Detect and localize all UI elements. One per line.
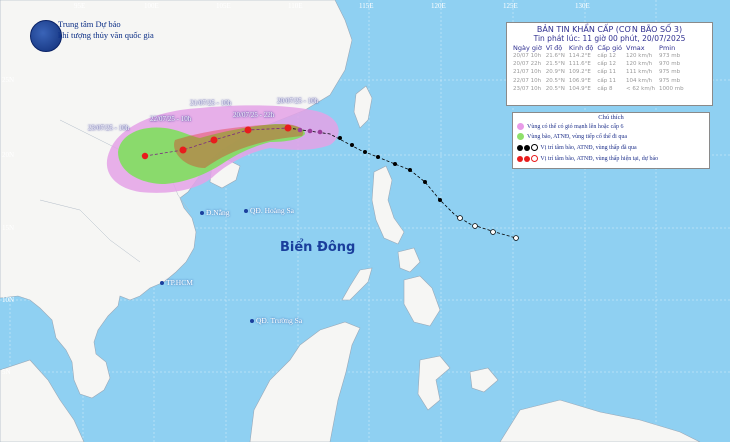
lon-tick: 100E (144, 2, 159, 10)
place-hcm: TP.HCM (160, 278, 193, 287)
storm-symbol-22-07 (179, 146, 187, 154)
table-row: 23/07 10h 20.5°N 104.9°E cấp 8 < 62 km/h 1000… (513, 85, 684, 92)
past-track (287, 127, 517, 239)
legend-box: Chú thích Vùng có thể có gió mạnh lên ho… (512, 112, 710, 169)
sea-label: Biển Đông (280, 240, 356, 255)
forecast-label: 23/07/25 - 10h (88, 124, 130, 132)
philippines-land (341, 165, 441, 327)
lon-tick: 95E (74, 2, 86, 10)
place-truong-sa: QĐ. Trường Sa (250, 316, 302, 325)
borneo-land (249, 321, 361, 442)
agency-line2: khí tượng thủy văn quốc gia (58, 30, 154, 40)
forecast-label: 20/07/25 - 22h (233, 111, 275, 119)
lon-tick: 120E (431, 2, 446, 10)
legend-item-current-position: Vị trí tâm bão, ATNĐ, vùng thấp hiện tại… (517, 155, 658, 162)
lat-tick: 5N (2, 368, 11, 376)
mainland-land (0, 0, 353, 399)
forecast-label: 20/07/25 - 10h (277, 97, 319, 105)
past-positions (297, 127, 519, 241)
pink-swatch-icon (517, 123, 524, 130)
lat-tick: 15N (2, 224, 15, 232)
bulletin-issued: Tin phát lúc: 11 giờ 00 phút, 20/07/2025 (533, 34, 686, 43)
place-da-nang: Đ.Nẵng (200, 208, 230, 217)
storm-symbol-23-07 (141, 152, 149, 160)
lon-tick: 115E (359, 2, 374, 10)
forecast-label: 21/07/25 - 10h (190, 99, 232, 107)
lat-tick: 25N (2, 76, 15, 84)
green-swatch-icon (517, 133, 524, 140)
forecast-positions (141, 124, 292, 160)
legend-item-storm-zone: Vùng bão, ATNĐ, vùng tiếp cố thể đi qua (517, 133, 627, 140)
danger-zone (118, 124, 305, 184)
table-row: 22/07 10h 20.5°N 106.9°E cấp 11 104 km/h 975 … (513, 77, 681, 84)
agency-name: Trung tâm Dự báo khí tượng thủy văn quốc… (58, 19, 154, 41)
forecast-label: 22/07/25 - 10h (150, 115, 192, 123)
bulletin-title: BẢN TIN KHẨN CẤP (CƠN BÃO SỐ 3) (536, 25, 683, 34)
red-storm-symbols-icon (517, 155, 539, 162)
lon-tick: 125E (503, 2, 518, 10)
malay-peninsula (0, 359, 85, 442)
black-storm-symbols-icon (517, 144, 539, 151)
table-row: 20/07 22h 21.5°N 111.6°E cấp 12 120 km/h 970 … (513, 61, 681, 68)
agency-logo (30, 20, 62, 52)
table-header: Ngày giờ Vĩ độ Kinh độ Cấp gió Vmax Pmin (513, 44, 676, 52)
legend-item-past-position: Vị trí tâm bão, ATNĐ, vùng thấp đã qua (517, 144, 637, 151)
table-row: 20/07 10h 21.6°N 114.2°E cấp 12 120 km/h 973 … (513, 53, 681, 59)
lon-tick: 105E (216, 2, 231, 10)
legend-item-wind-zone: Vùng có thể có gió mạnh lên hoặc cấp 6 (517, 123, 623, 130)
lat-tick: 20N (2, 151, 15, 159)
storm-symbol-20-07-10h (284, 124, 292, 132)
lon-tick: 110E (288, 2, 303, 10)
eastern-islands (417, 355, 701, 442)
taiwan-island (353, 85, 373, 129)
forecast-table: Ngày giờ Vĩ độ Kinh độ Cấp gió Vmax Pmin… (511, 44, 686, 93)
bulletin-box: BẢN TIN KHẨN CẤP (CƠN BÃO SỐ 3) Tin phát… (506, 22, 713, 106)
agency-line1: Trung tâm Dự báo (58, 19, 121, 29)
storm-symbol-20-07-22h (244, 126, 252, 134)
legend-title: Chú thích (598, 114, 624, 121)
table-row: 21/07 10h 20.9°N 109.2°E cấp 11 111 km/h 975 … (513, 69, 681, 76)
storm-symbol-21-07 (210, 136, 218, 144)
danger-area-red (174, 124, 304, 168)
lon-tick: 130E (575, 2, 590, 10)
place-hoang-sa: QĐ. Hoàng Sa (244, 206, 294, 215)
lat-tick: 10N (2, 296, 15, 304)
